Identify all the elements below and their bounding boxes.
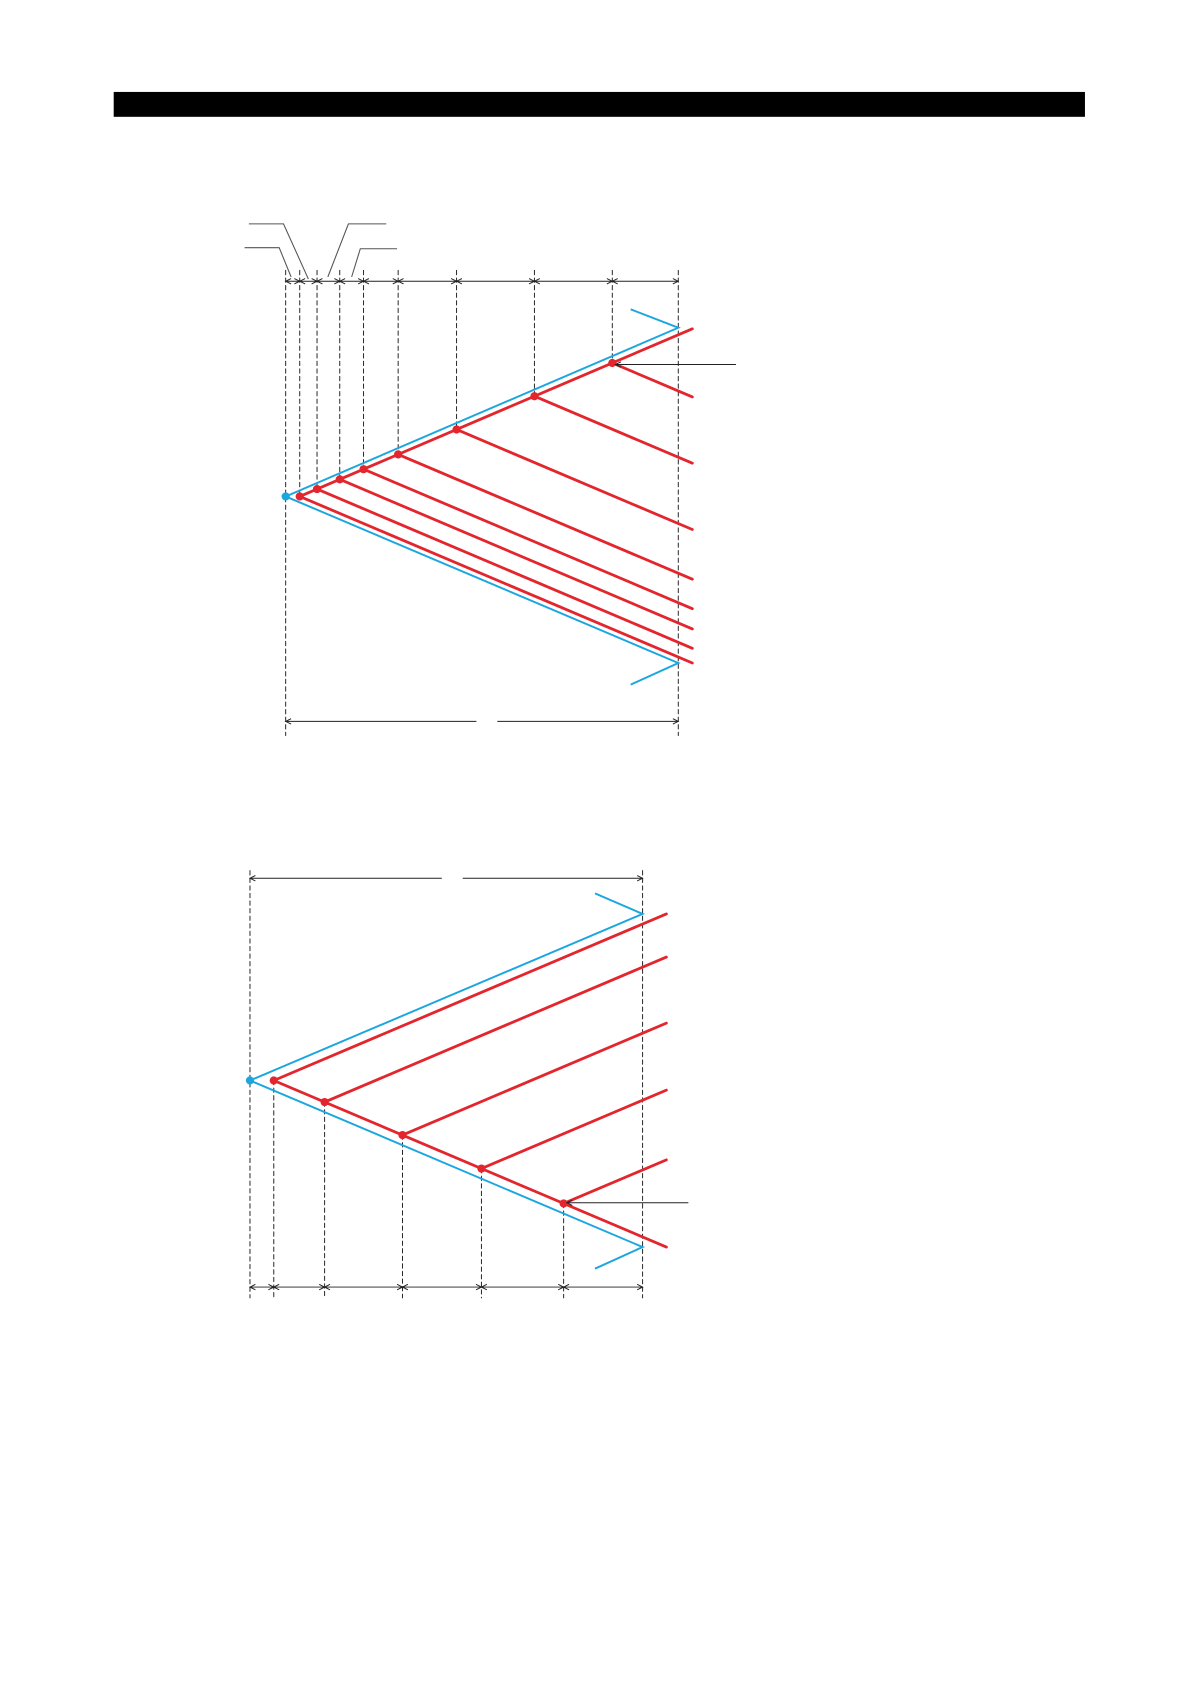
arrowhead bbox=[565, 1199, 573, 1206]
arrowhead bbox=[323, 1283, 331, 1291]
arrowhead bbox=[672, 278, 680, 285]
leader-line bbox=[351, 248, 398, 278]
leader-line bbox=[244, 247, 292, 278]
branch-point bbox=[394, 450, 403, 459]
branch-point bbox=[398, 1130, 407, 1140]
branch-point bbox=[477, 1164, 486, 1173]
top-diagram bbox=[244, 223, 737, 736]
branch-line bbox=[533, 394, 694, 465]
branch-point bbox=[530, 392, 539, 401]
branch-point bbox=[608, 358, 617, 368]
arrowhead bbox=[272, 1283, 280, 1291]
branch-point bbox=[320, 1097, 329, 1107]
branch-point bbox=[295, 492, 304, 501]
branch-point bbox=[359, 465, 368, 474]
branch-line bbox=[455, 428, 694, 531]
branch-line bbox=[338, 477, 694, 631]
branch-line bbox=[272, 912, 668, 1082]
branch-point bbox=[559, 1199, 568, 1208]
branch-point bbox=[269, 1076, 278, 1085]
branch-line bbox=[610, 361, 694, 399]
arrowhead bbox=[533, 278, 541, 285]
branch-line bbox=[323, 955, 668, 1104]
arrowhead bbox=[614, 361, 622, 368]
arrowhead bbox=[562, 1283, 570, 1291]
arrowhead bbox=[338, 278, 346, 285]
branch-line bbox=[401, 1021, 668, 1137]
leader-line bbox=[248, 223, 309, 280]
arrowhead bbox=[401, 1283, 409, 1291]
arrowhead bbox=[480, 1283, 488, 1291]
main-branch-line bbox=[298, 327, 694, 498]
arrowhead bbox=[248, 875, 256, 882]
apex-point bbox=[281, 492, 290, 501]
branch-line bbox=[315, 487, 694, 650]
branch-line bbox=[562, 1158, 668, 1205]
main-branch-line bbox=[272, 1079, 668, 1249]
branch-point bbox=[335, 475, 344, 484]
leader-line bbox=[327, 223, 387, 278]
arrowhead bbox=[636, 875, 644, 882]
arrowhead bbox=[284, 278, 292, 285]
arrowhead bbox=[315, 278, 323, 285]
arrowhead bbox=[284, 718, 292, 725]
arrowhead bbox=[636, 1283, 644, 1291]
branch-line bbox=[298, 495, 694, 665]
branch-point bbox=[312, 484, 322, 494]
arrowhead bbox=[455, 278, 463, 285]
apex-point bbox=[245, 1076, 255, 1085]
branch-line bbox=[480, 1088, 668, 1170]
branch-line bbox=[396, 453, 694, 581]
header-bar bbox=[113, 91, 1085, 117]
arrowhead bbox=[672, 718, 680, 725]
arrowhead bbox=[298, 278, 306, 285]
arrowhead bbox=[611, 278, 618, 285]
arrowhead bbox=[248, 1283, 256, 1291]
branch-point bbox=[452, 425, 461, 434]
arrowhead bbox=[362, 278, 370, 285]
bottom-diagram bbox=[245, 870, 689, 1299]
arrowhead bbox=[397, 278, 404, 285]
branch-line bbox=[362, 467, 694, 611]
